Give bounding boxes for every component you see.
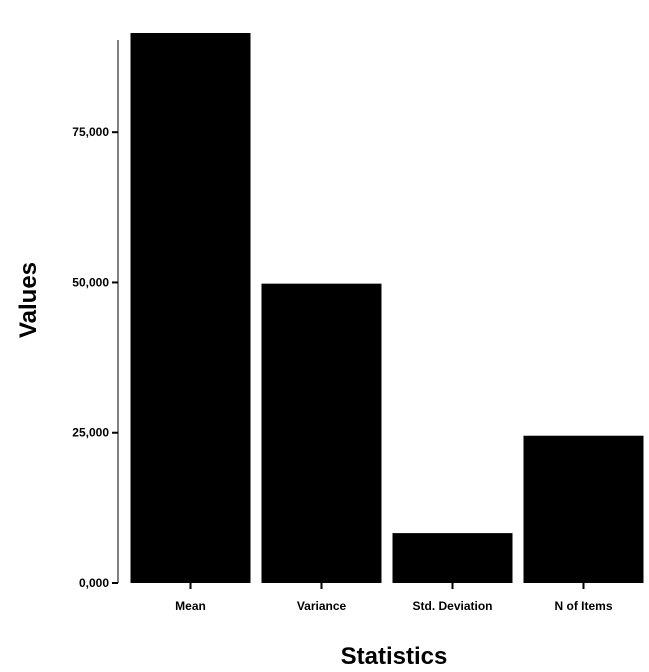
y-axis-ticks: 0,000 25,000 50,000 75,000 xyxy=(72,125,118,590)
x-category-label: Std. Deviation xyxy=(412,599,492,613)
y-tick-label: 50,000 xyxy=(72,275,109,289)
bar xyxy=(392,533,513,583)
x-category-label: Variance xyxy=(297,599,347,613)
x-category-label: N of Items xyxy=(554,599,612,613)
x-axis-categories: Mean Variance Std. Deviation N of Items xyxy=(175,583,613,613)
bar xyxy=(130,33,251,584)
bar xyxy=(523,435,644,583)
bars xyxy=(130,33,644,584)
y-tick-label: 75,000 xyxy=(72,125,109,139)
y-axis-title: Values xyxy=(15,262,42,338)
x-axis-title: Statistics xyxy=(341,643,448,670)
bar xyxy=(261,283,382,583)
y-tick-label: 25,000 xyxy=(72,426,109,440)
x-category-label: Mean xyxy=(175,599,206,613)
y-tick-label: 0,000 xyxy=(79,576,109,590)
